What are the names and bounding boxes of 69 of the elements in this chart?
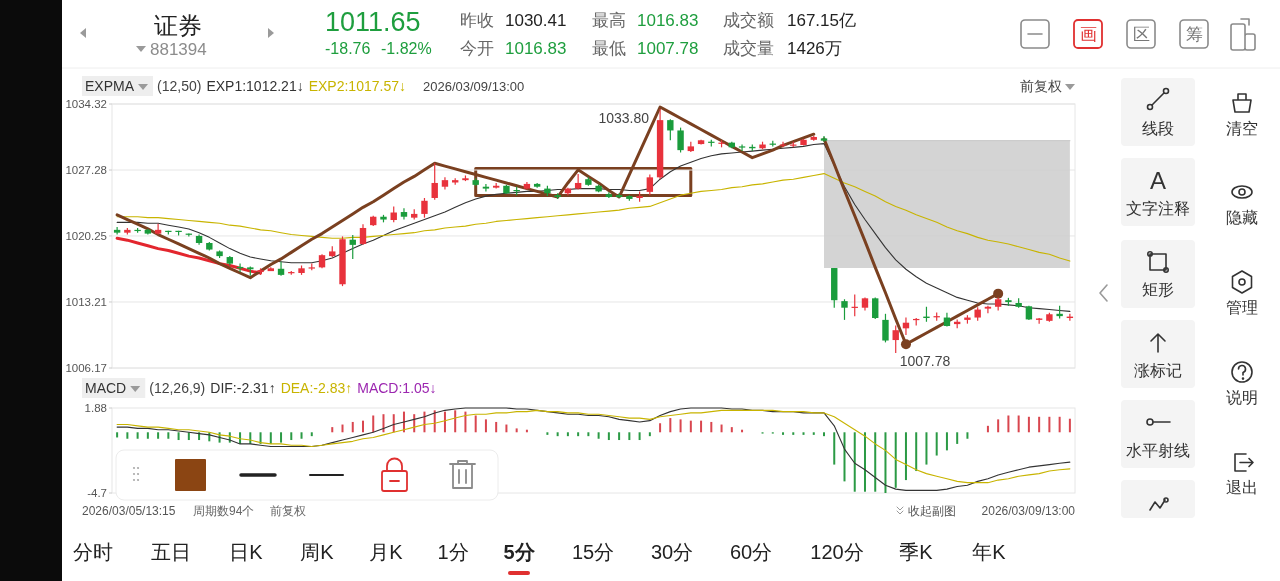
text: 证券 — [154, 11, 202, 39]
text: 今开 — [460, 38, 494, 58]
annotation: 1033.80 — [598, 109, 650, 126]
y-tick-label: -4.7 — [87, 487, 107, 499]
legend-title: EXPMA — [85, 78, 135, 94]
text: 15分 — [571, 541, 615, 563]
text: (12,50) — [157, 78, 202, 94]
text: 周K — [300, 541, 335, 563]
text: 1分 — [437, 541, 469, 563]
text: 最低 — [592, 38, 626, 58]
y-tick-label: 1027.28 — [65, 164, 107, 177]
text: 筹 — [1185, 24, 1203, 44]
text: 成交量 — [723, 38, 774, 58]
text: -18.76 — [325, 39, 371, 57]
text: DIF:-2.31↑ — [210, 380, 276, 396]
text: 收起副图 — [908, 504, 956, 518]
text: 120分 — [810, 541, 864, 563]
y-tick-label: 1013.21 — [65, 295, 107, 308]
text: 1011.65 — [325, 7, 421, 37]
text: 5分 — [503, 541, 536, 563]
text: 1030.41 — [505, 10, 567, 30]
text: 线段 — [1142, 119, 1174, 137]
text: 五日 — [151, 541, 191, 563]
text: 水平射线 — [1126, 441, 1190, 459]
text: 前复权 — [270, 504, 306, 518]
text: 清空 — [1226, 119, 1258, 137]
text: 退出 — [1226, 478, 1258, 496]
text: 区 — [1132, 24, 1150, 44]
text: 画 — [1079, 24, 1097, 44]
text: 管理 — [1226, 298, 1258, 316]
text: 文字注释 — [1126, 199, 1190, 217]
y-tick-label: 1034.32 — [65, 98, 107, 110]
text: 昨收 — [460, 10, 494, 30]
y-tick-label: 1.88 — [84, 402, 107, 414]
text: EXP1:1012.21↓ — [206, 78, 304, 94]
text: 167.15亿 — [787, 10, 856, 30]
legend-title: MACD — [85, 380, 127, 396]
text: -1.82% — [381, 39, 432, 57]
text: 前复权 — [1020, 78, 1062, 94]
text: 2026/03/05/13:15 — [82, 504, 176, 518]
y-tick-label: 1006.17 — [65, 362, 107, 374]
text: 涨标记 — [1134, 361, 1182, 379]
text: 季K — [899, 541, 934, 563]
text: 说明 — [1226, 388, 1258, 406]
text: 周期数94个 — [193, 504, 255, 518]
text: 2026/03/09/13:00 — [981, 504, 1076, 518]
series-label: MACD:1.05↓ — [357, 380, 437, 396]
text: 最高 — [592, 10, 626, 30]
text: EXP2:1017.57↓ — [308, 78, 406, 94]
y-tick-label: 1020.25 — [65, 229, 107, 242]
text: 30分 — [650, 541, 694, 563]
text: 1016.83 — [637, 10, 699, 30]
text: 1016.83 — [505, 38, 567, 58]
text: 1007.78 — [637, 38, 699, 58]
text: A — [1149, 166, 1167, 194]
text: 日K — [229, 541, 264, 563]
text: 分时 — [73, 541, 113, 563]
text: 2026/03/09/13:00 — [423, 78, 525, 94]
annotation: 1007.78 — [899, 352, 951, 369]
text: (12,26,9) — [149, 380, 206, 396]
text: 881394 — [150, 39, 207, 59]
text: 矩形 — [1142, 280, 1174, 298]
text: 隐藏 — [1226, 208, 1258, 226]
text: 1426万 — [787, 38, 842, 58]
text: 60分 — [729, 541, 773, 563]
text: DEA:-2.83↑ — [280, 380, 353, 396]
text: 年K — [972, 541, 1007, 563]
text: 成交额 — [723, 10, 774, 30]
text: 月K — [369, 541, 404, 563]
